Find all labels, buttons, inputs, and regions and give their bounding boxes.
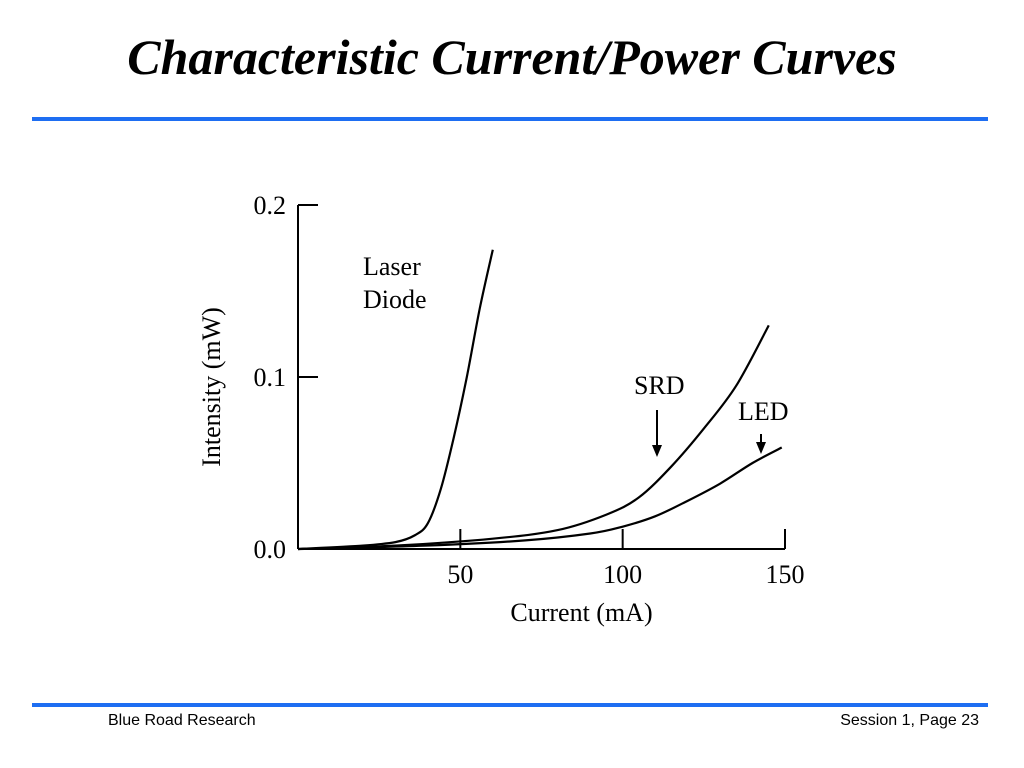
series-label-srd: SRD bbox=[634, 371, 685, 400]
x-axis-label: Current (mA) bbox=[510, 598, 652, 627]
x-tick-label: 50 bbox=[447, 560, 473, 589]
intensity-current-chart: 0.0 0.1 0.2 50 100 150 Current (mA) Intensity … bbox=[197, 191, 805, 627]
footer-page-number: Session 1, Page 23 bbox=[840, 712, 979, 729]
chart-figure: 0.0 0.1 0.2 50 100 150 Current (mA) Intensity … bbox=[160, 162, 840, 640]
series-line-led bbox=[297, 446, 783, 551]
series-label-laser-diode: Laser bbox=[363, 252, 421, 281]
series-line-laser-diode bbox=[297, 249, 494, 551]
footer-divider bbox=[32, 703, 988, 707]
series-line-srd bbox=[297, 324, 770, 551]
x-tick-label: 100 bbox=[603, 560, 642, 589]
x-tick-label: 150 bbox=[766, 560, 805, 589]
chart-ticks: 0.0 0.1 0.2 50 100 150 bbox=[254, 191, 805, 589]
series-label-led: LED bbox=[738, 397, 789, 426]
srd-arrow-head bbox=[652, 445, 662, 457]
y-tick-label: 0.2 bbox=[254, 191, 287, 220]
title-divider bbox=[32, 117, 988, 121]
y-axis-label: Intensity (mW) bbox=[197, 307, 226, 467]
slide-title: Characteristic Current/Power Curves bbox=[127, 29, 897, 85]
led-arrow-head bbox=[756, 442, 766, 454]
series-label-laser-diode: Diode bbox=[363, 285, 427, 314]
chart-labels: Current (mA) Intensity (mW) Laser Diode SRD L… bbox=[197, 252, 789, 627]
chart-series bbox=[297, 249, 783, 551]
y-tick-label: 0.0 bbox=[254, 535, 287, 564]
footer-company: Blue Road Research bbox=[108, 712, 256, 729]
y-tick-label: 0.1 bbox=[254, 363, 287, 392]
